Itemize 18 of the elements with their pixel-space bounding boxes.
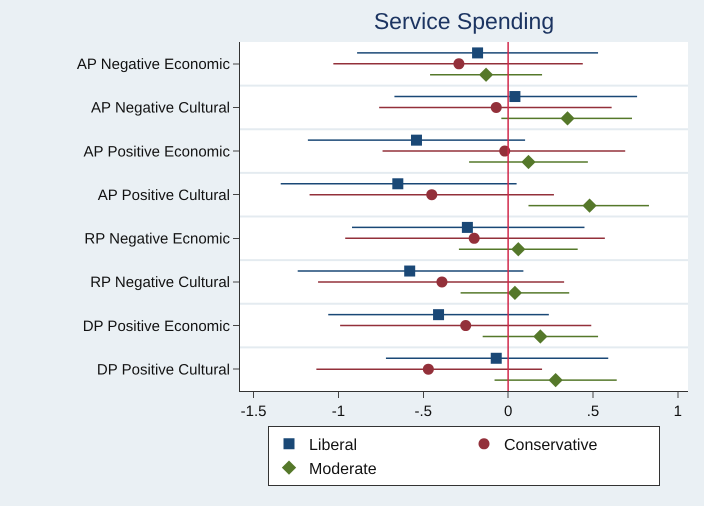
y-tick-label: AP Positive Cultural <box>98 186 230 204</box>
y-tick-label: DP Positive Cultural <box>96 361 230 378</box>
y-tick-label: RP Negative Ecnomic <box>84 230 230 248</box>
x-tick-label: .5 <box>586 403 600 420</box>
x-tick-label: -1.5 <box>240 403 267 420</box>
y-tick-label: AP Negative Economic <box>76 56 230 74</box>
y-tick-label: AP Negative Cultural <box>91 100 230 117</box>
x-tick-label: -.5 <box>414 403 432 420</box>
y-tick-label: RP Negative Cultural <box>90 274 230 292</box>
legend-label: Moderate <box>309 460 377 478</box>
x-tick-label: -1 <box>332 403 346 420</box>
legend-label: Conservative <box>504 437 598 454</box>
chart-title: Service Spending <box>374 8 554 34</box>
y-tick-label: DP Positive Economic <box>82 318 230 335</box>
x-tick-label: 0 <box>504 403 512 420</box>
y-tick-label: AP Positive Economic <box>84 143 230 160</box>
legend-label: Liberal <box>309 437 358 454</box>
x-tick-label: 1 <box>674 403 682 420</box>
